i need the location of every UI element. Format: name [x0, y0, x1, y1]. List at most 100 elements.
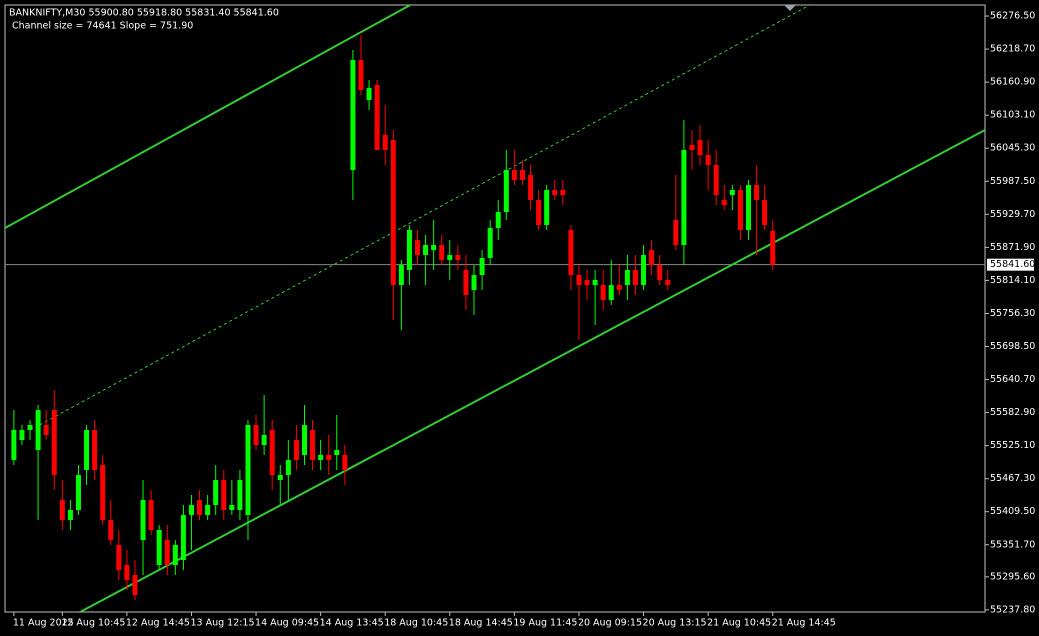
candle-body [665, 279, 671, 286]
y-tick-label: 56160.90 [990, 77, 1035, 88]
candle-body [92, 430, 98, 470]
candle-body [100, 465, 106, 521]
candle-body [592, 279, 598, 286]
channel-line [5, 5, 411, 229]
y-tick-label: 55237.80 [990, 604, 1035, 615]
candle-body [156, 530, 162, 566]
candle-body [697, 140, 703, 156]
candle-body [43, 424, 49, 435]
candle-body [366, 88, 372, 101]
channel-line [79, 129, 985, 612]
y-tick-label: 55467.30 [990, 473, 1035, 484]
x-tick-label: 21 Aug 14:45 [772, 618, 836, 629]
candle-body [649, 249, 655, 266]
candle-body [310, 430, 316, 460]
candle-body [584, 279, 590, 286]
x-tick-label: 14 Aug 13:45 [320, 618, 384, 629]
candle-body [762, 200, 768, 225]
candle-body [124, 565, 130, 581]
candle-body [544, 190, 550, 225]
candle-body [770, 230, 776, 265]
y-tick-label: 55698.50 [990, 341, 1035, 352]
y-tick-label: 55295.60 [990, 571, 1035, 582]
candle-body [616, 285, 622, 291]
candle-body [632, 269, 638, 286]
candle-body [487, 228, 493, 258]
candle-body [495, 212, 501, 229]
candle-body [423, 245, 429, 256]
candle-body [641, 255, 647, 286]
candle-body [35, 410, 41, 450]
y-tick-label: 55525.10 [990, 440, 1035, 451]
x-tick-label: 20 Aug 09:15 [578, 618, 642, 629]
candle-body [229, 504, 235, 511]
y-tick-label: 55756.30 [990, 308, 1035, 319]
plot-area [5, 5, 985, 612]
candle-body [439, 245, 445, 260]
x-tick-label: 11 Aug 2025 [13, 618, 74, 629]
candle-body [213, 479, 219, 505]
candle-body [519, 169, 525, 181]
candle-body [754, 185, 760, 201]
candle-body [301, 424, 307, 456]
y-tick-label: 55814.10 [990, 275, 1035, 286]
candle-body [479, 257, 485, 276]
candle-body [148, 499, 154, 531]
candle-body [471, 275, 477, 291]
candle-body [342, 455, 348, 470]
candle-body [350, 59, 356, 170]
candle-body [431, 245, 437, 250]
candle-body [51, 410, 57, 476]
candle-body [398, 265, 404, 286]
candle-body [406, 230, 412, 270]
current-price-label: 55841.60 [990, 259, 1035, 270]
candle-body [681, 149, 687, 246]
candle-body [560, 190, 566, 196]
y-tick-label: 55929.70 [990, 209, 1035, 220]
candle-body [721, 200, 727, 206]
y-tick-label: 55987.50 [990, 176, 1035, 187]
candle-body [67, 510, 73, 521]
channel-annotation: Channel size = 74641 Slope = 751.90 [12, 21, 193, 32]
shift-marker [784, 5, 796, 11]
x-tick-label: 12 Aug 14:45 [126, 618, 190, 629]
candle-body [59, 499, 65, 521]
candle-body [164, 540, 170, 566]
candle-body [455, 255, 461, 260]
candle-body [624, 269, 630, 286]
candle-body [277, 475, 283, 480]
y-tick-label: 55409.50 [990, 506, 1035, 517]
candle-body [261, 434, 267, 445]
candle-body [608, 285, 614, 301]
candle-body [180, 514, 186, 561]
current-price-box [987, 258, 1034, 271]
y-tick-label: 55351.70 [990, 539, 1035, 550]
candle-body [75, 475, 81, 511]
candle-body [269, 430, 275, 476]
candle-body [447, 255, 453, 260]
candle-body [374, 85, 380, 150]
candle-body [221, 479, 227, 511]
candle-body [19, 430, 25, 441]
candle-body [318, 455, 324, 460]
candle-body [745, 185, 751, 231]
candle-body [713, 165, 719, 196]
x-tick-label: 21 Aug 10:45 [707, 618, 771, 629]
candle-body [27, 424, 33, 431]
candle-body [689, 145, 695, 150]
y-tick-label: 56103.10 [990, 110, 1035, 121]
candle-body [140, 499, 146, 541]
candle-body [415, 240, 421, 256]
y-tick-label: 55582.90 [990, 407, 1035, 418]
candle-body [326, 455, 332, 460]
x-tick-label: 12 Aug 10:45 [61, 618, 125, 629]
y-tick-label: 56218.70 [990, 44, 1035, 55]
candle-body [382, 135, 388, 150]
candle-body [528, 175, 534, 201]
candle-body [463, 269, 469, 296]
candle-body [253, 424, 259, 445]
candle-body [511, 169, 517, 181]
candle-body [503, 169, 509, 213]
candle-body [737, 190, 743, 231]
